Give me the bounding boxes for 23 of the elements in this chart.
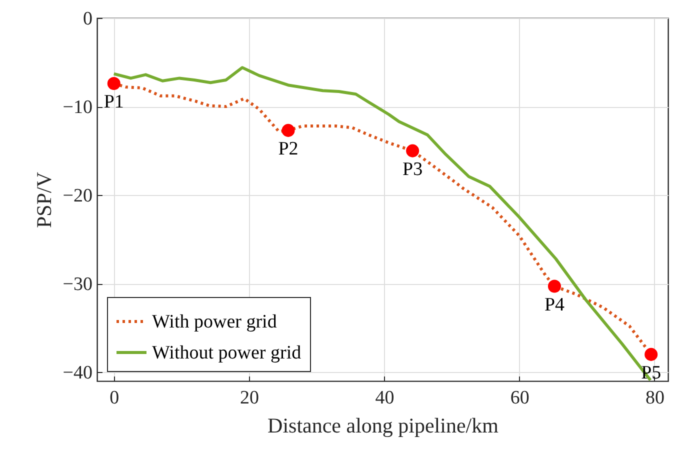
x-tick-label: 20 — [240, 388, 260, 408]
x-axis-title: Distance along pipeline/km — [268, 414, 498, 438]
legend-label: With power grid — [152, 312, 278, 332]
y-axis-title: PSP/V — [32, 172, 56, 228]
annotation: P3 — [402, 158, 423, 180]
point — [107, 77, 120, 90]
x-tick-label: 80 — [645, 388, 664, 408]
y-tick-label: −30 — [62, 274, 92, 296]
legend-label: Without power grid — [152, 342, 302, 364]
point — [406, 144, 420, 158]
x-tick-label: 40 — [375, 388, 394, 408]
y-tick-label: 0 — [83, 8, 92, 30]
point — [282, 124, 295, 137]
annotation: P1 — [104, 92, 124, 113]
point — [644, 348, 658, 361]
annotation: P4 — [544, 294, 566, 316]
y-tick-label: −10 — [62, 97, 92, 118]
point — [548, 280, 561, 293]
annotation: P2 — [278, 138, 298, 160]
y-tick-label: −40 — [62, 362, 92, 384]
y-tick-label: −20 — [62, 186, 92, 207]
x-tick-label: 60 — [510, 388, 530, 408]
x-tick-label: 0 — [110, 388, 120, 408]
